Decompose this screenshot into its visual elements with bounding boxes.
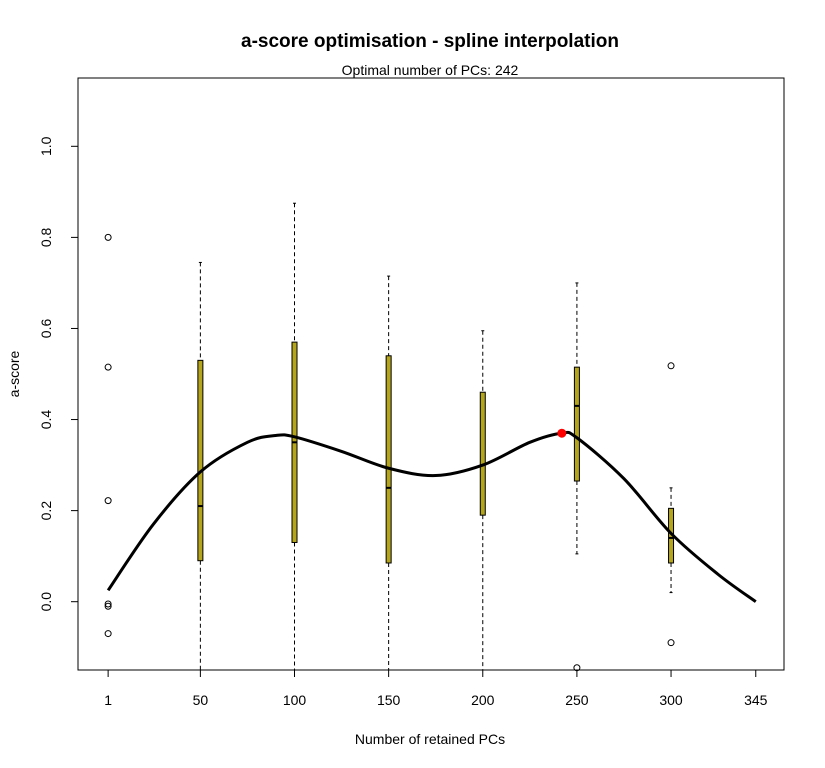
box <box>197 359 204 562</box>
x-tick-label: 200 <box>471 692 495 708</box>
boxplot-300 <box>668 487 675 594</box>
outlier-point <box>104 602 112 610</box>
x-tick-label: 50 <box>193 692 209 708</box>
y-tick-label: 0.6 <box>38 319 54 339</box>
y-tick-label: 1.0 <box>38 136 54 156</box>
x-tick-label: 150 <box>377 692 401 708</box>
y-tick-label: 0.8 <box>38 227 54 247</box>
outlier-point <box>667 362 675 370</box>
x-tick-label: 300 <box>659 692 683 708</box>
outlier-point <box>104 363 112 371</box>
x-tick-label: 100 <box>283 692 307 708</box>
boxplot-100 <box>291 202 298 671</box>
y-tick-label: 0.4 <box>38 410 54 430</box>
outlier-point <box>104 233 112 241</box>
box <box>573 366 580 482</box>
optimum-marker <box>557 428 567 438</box>
x-axis: 1 50 100 150 200 250 300 345 <box>104 669 768 708</box>
outlier-point <box>104 600 112 608</box>
boxplot-50 <box>197 261 204 671</box>
y-tick-label: 0.2 <box>38 501 54 521</box>
box <box>479 391 486 516</box>
y-tick-label: 0.0 <box>38 592 54 612</box>
spline-curve <box>106 430 757 603</box>
plot-frame <box>77 77 785 671</box>
outlier-point <box>667 639 675 647</box>
box <box>385 355 392 564</box>
outlier-point <box>104 497 112 505</box>
x-axis-label: Number of retained PCs <box>355 731 505 747</box>
boxplot-200 <box>479 330 486 671</box>
x-tick-label: 1 <box>104 692 112 708</box>
y-axis-label: a-score <box>6 350 22 397</box>
x-tick-label: 345 <box>744 692 768 708</box>
chart-title: a-score optimisation - spline interpolat… <box>241 31 619 52</box>
x-tick-label: 250 <box>565 692 589 708</box>
boxplot-250 <box>573 282 580 555</box>
boxplot-150 <box>385 275 392 671</box>
outlier-point <box>104 630 112 638</box>
optimum-marker-group <box>557 428 567 438</box>
chart-subtitle: Optimal number of PCs: 242 <box>342 62 519 78</box>
y-axis: 0.0 0.2 0.4 0.6 0.8 1.0 <box>38 136 79 612</box>
